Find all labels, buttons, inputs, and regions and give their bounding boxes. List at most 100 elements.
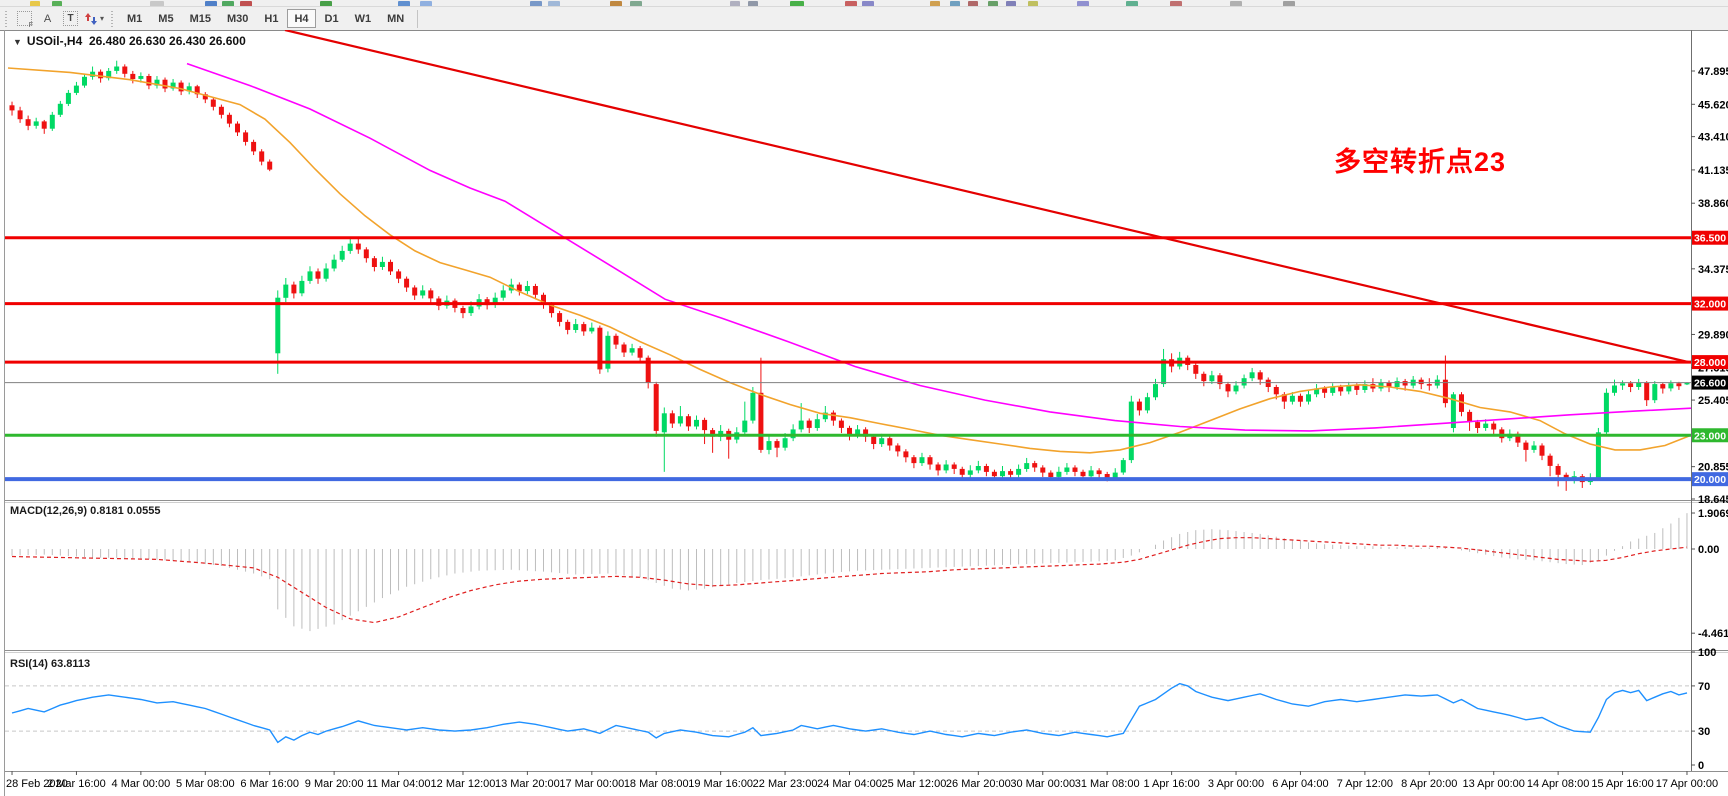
macd-pane: 1.9069 0.00 -4.4614 (11, 508, 1728, 640)
candle-body (1096, 470, 1102, 475)
toolbar-icon-partial[interactable] (988, 1, 998, 6)
toolbar-icon-partial[interactable] (150, 1, 164, 6)
timeframe-button-m15[interactable]: M15 (189, 12, 211, 25)
candle-body (557, 313, 563, 322)
trendline[interactable] (284, 30, 1689, 364)
candle-body (1459, 394, 1464, 412)
pane-separator-macd-rsi[interactable] (5, 650, 1728, 651)
chart-title[interactable]: ▼ USOil-,H4 26.480 26.630 26.430 26.600 (13, 34, 246, 48)
toolbar-icon-partial[interactable] (610, 1, 622, 6)
toolbar-icon-partial[interactable] (790, 1, 804, 6)
timeframe-button-w1[interactable]: W1 (354, 12, 372, 25)
toolbar-icon-partial[interactable] (530, 1, 542, 6)
candle-body (1346, 385, 1352, 392)
price-axis-label: 25.405 (1698, 395, 1728, 407)
candle-body (645, 357, 651, 383)
candle-body (1450, 394, 1456, 428)
candle-body (782, 438, 788, 448)
candle-body (629, 348, 635, 353)
candle-body (766, 441, 772, 450)
price-axis-label: 29.890 (1698, 329, 1728, 341)
ma-orange-line (7, 67, 1692, 454)
text-label-tool-button[interactable]: A (37, 8, 58, 29)
toolbar-icon-partial[interactable] (205, 1, 217, 6)
candle-body (1676, 383, 1682, 387)
toolbar-icon-partial[interactable] (950, 1, 960, 6)
candle-body (1249, 372, 1255, 379)
toolbar-icon-partial[interactable] (1283, 1, 1295, 6)
toolbar-icon-partial[interactable] (52, 1, 62, 6)
candle-body (323, 268, 329, 279)
toolbar-icon-partial[interactable] (748, 1, 758, 6)
timeframe-button-m1[interactable]: M1 (127, 12, 143, 25)
price-axis-label: 20.855 (1698, 462, 1728, 474)
candle-body (1088, 470, 1094, 477)
candle-body (138, 76, 144, 79)
toolbar-icon-partial[interactable] (630, 1, 642, 6)
toolbar-icon-partial[interactable] (968, 1, 978, 6)
toolbar-grip-icon[interactable] (4, 10, 9, 27)
toolbar-icon-partial[interactable] (1230, 1, 1242, 6)
toolbar-icon-partial[interactable] (1126, 1, 1138, 6)
grid-dots-tool-button[interactable] (14, 8, 35, 29)
candle-body (1000, 471, 1005, 477)
toolbar-icon-partial[interactable] (30, 1, 40, 6)
time-axis-label: 17 Apr 00:00 (1656, 778, 1718, 790)
candle-body (702, 419, 708, 431)
time-axis-label: 9 Mar 20:00 (305, 778, 364, 790)
timeframe-button-d1[interactable]: D1 (324, 12, 339, 25)
timeframe-button-m5[interactable]: M5 (158, 12, 174, 25)
candle-body (975, 466, 981, 471)
timeframe-button-h4[interactable]: H4 (287, 9, 316, 28)
timeframe-button-m30[interactable]: M30 (226, 12, 249, 25)
candle-body (251, 141, 257, 152)
toolbar-grip-icon[interactable] (110, 10, 116, 27)
price-badge-label: 23.000 (1694, 430, 1726, 442)
chart-area[interactable]: 47.895 45.620 43.410 41.135 38.860 34.375 29.8… (0, 30, 1728, 796)
macd-main-value: 0.8181 (90, 505, 124, 517)
timeframe-button-mn[interactable]: MN (387, 12, 405, 25)
toolbar-icon-partial[interactable] (548, 1, 560, 6)
candle-body (178, 82, 184, 92)
toolbar-icon-partial[interactable] (420, 1, 432, 6)
toolbar-icon-partial[interactable] (845, 1, 857, 6)
chevron-down-icon[interactable]: ▼ (13, 37, 22, 47)
pane-separator-main-macd[interactable] (5, 500, 1728, 501)
arrows-tool-button[interactable]: ▾ (83, 8, 105, 29)
price-badge-23.000 (1692, 428, 1728, 443)
timeframe-button-h1[interactable]: H1 (264, 12, 279, 25)
time-axis-label: 7 Apr 12:00 (1337, 778, 1393, 790)
time-axis-label: 13 Mar 20:00 (495, 778, 560, 790)
candle-body (1595, 432, 1601, 478)
toolbar-icon-partial[interactable] (240, 1, 252, 6)
chart-canvas[interactable]: 47.895 45.620 43.410 41.135 38.860 34.375 29.8… (0, 30, 1728, 796)
candle-body (420, 290, 426, 296)
candle-body (33, 121, 39, 126)
toolbar-icon-partial[interactable] (1006, 1, 1016, 6)
candle-body (162, 79, 168, 89)
candle-body (1257, 372, 1263, 380)
toolbar-icon-partial[interactable] (222, 1, 234, 6)
textbox-tool-button[interactable]: T (60, 8, 81, 29)
rsi-pane: 100 70 30 0 (5, 647, 1716, 772)
candle-body (549, 304, 555, 314)
toolbar-icon-partial[interactable] (320, 1, 332, 6)
time-axis-label: 26 Mar 20:00 (946, 778, 1011, 790)
price-badge-26.600 (1692, 375, 1728, 390)
price-axis-label: 18.645 (1698, 494, 1728, 506)
toolbar-icon-partial[interactable] (862, 1, 874, 6)
time-axis-label: 2 Mar 16:00 (47, 778, 106, 790)
price-badge-36.500 (1692, 230, 1728, 245)
toolbar-icon-partial[interactable] (930, 1, 940, 6)
toolbar-icon-partial[interactable] (1028, 1, 1038, 6)
candle-body (879, 438, 885, 445)
toolbar-icon-partial[interactable] (730, 1, 740, 6)
toolbar-icon-partial[interactable] (1077, 1, 1089, 6)
candle-body (1056, 471, 1062, 477)
candle-body (524, 286, 530, 292)
rsi-axis-label: 70 (1698, 681, 1710, 693)
toolbar-icon-partial[interactable] (398, 1, 410, 6)
candle-body (355, 243, 361, 250)
chart-text-annotation[interactable]: 多空转折点23 (1334, 147, 1507, 177)
toolbar-icon-partial[interactable] (1170, 1, 1182, 6)
